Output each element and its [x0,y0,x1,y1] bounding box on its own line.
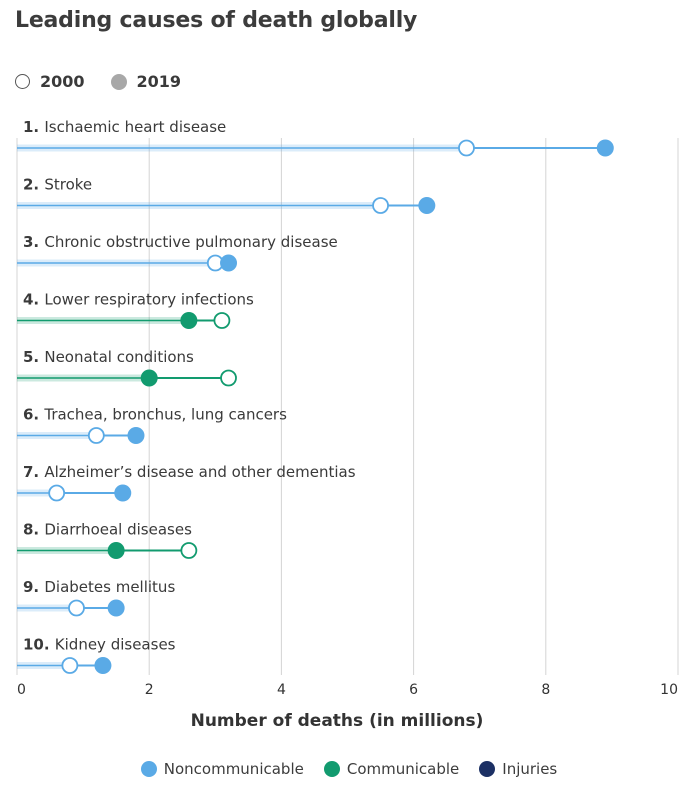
x-axis-title: Number of deaths (in millions) [191,711,484,731]
marker-2019[interactable] [107,599,125,617]
row-label: 2. Stroke [23,176,92,194]
hollow-circle-icon [15,74,30,89]
dumbbell-chart: 0 2 4 6 8 10 Number of deaths (in millions) 1. … [16,118,679,731]
marker-2019[interactable] [127,427,145,444]
legend-label: Communicable [346,760,460,778]
circle-icon [323,761,340,777]
legend-label: Noncommunicable [163,760,304,778]
marker-2019[interactable] [180,312,198,329]
circle-icon [140,761,157,777]
x-tick-label: 6 [409,682,418,698]
marker-2019[interactable] [220,254,238,272]
x-tick-label: 8 [541,682,550,698]
row-label: 6. Trachea, bronchus, lung cancers [23,406,287,424]
legend-item-communicable[interactable]: Communicable [323,760,460,778]
marker-2000[interactable] [213,312,231,329]
marker-2019[interactable] [418,197,436,214]
legend-item-injuries[interactable]: Injuries [479,760,557,778]
category-legend: Noncommunicable Communicable Injuries [0,760,698,778]
marker-2019[interactable] [107,542,125,559]
legend-label-2000: 2000 [40,72,85,91]
marker-2000[interactable] [87,427,105,444]
marker-2000[interactable] [48,484,66,502]
marker-2019[interactable] [114,484,132,502]
chart-title: Leading causes of death globally [15,8,418,33]
row-label: 8. Diarrhoeal diseases [23,521,192,539]
year-legend: 2000 2019 [15,72,207,91]
filled-circle-icon [110,73,127,90]
marker-2000[interactable] [458,139,475,157]
row-label: 4. Lower respiratory infections [23,291,254,309]
marker-2000[interactable] [372,197,389,214]
marker-2000[interactable] [180,542,198,559]
marker-2000[interactable] [68,599,85,617]
legend-label: Injuries [502,760,558,778]
x-tick-label: 4 [277,682,286,698]
x-tick-label: 2 [145,682,154,698]
marker-2019[interactable] [94,657,112,674]
legend-item-noncommunicable[interactable]: Noncommunicable [140,760,304,778]
circle-icon [479,761,496,777]
marker-2000[interactable] [61,657,79,674]
row-label: 9. Diabetes mellitus [23,578,175,596]
row-label: 10. Kidney diseases [23,636,176,654]
marker-2000[interactable] [220,369,237,387]
row-label: 1. Ischaemic heart disease [23,118,226,136]
x-tick-label: 10 [660,682,678,698]
row-label: 3. Chronic obstructive pulmonary disease [23,233,338,251]
legend-item-2019[interactable]: 2019 [110,72,182,91]
x-tick-label: 0 [17,682,26,698]
marker-2019[interactable] [140,369,158,387]
legend-item-2000[interactable]: 2000 [15,72,85,91]
row-label: 7. Alzheimer’s disease and other dementi… [23,463,356,481]
row-label: 5. Neonatal conditions [23,348,194,366]
marker-2019[interactable] [596,139,614,157]
legend-label-2019: 2019 [136,72,182,91]
